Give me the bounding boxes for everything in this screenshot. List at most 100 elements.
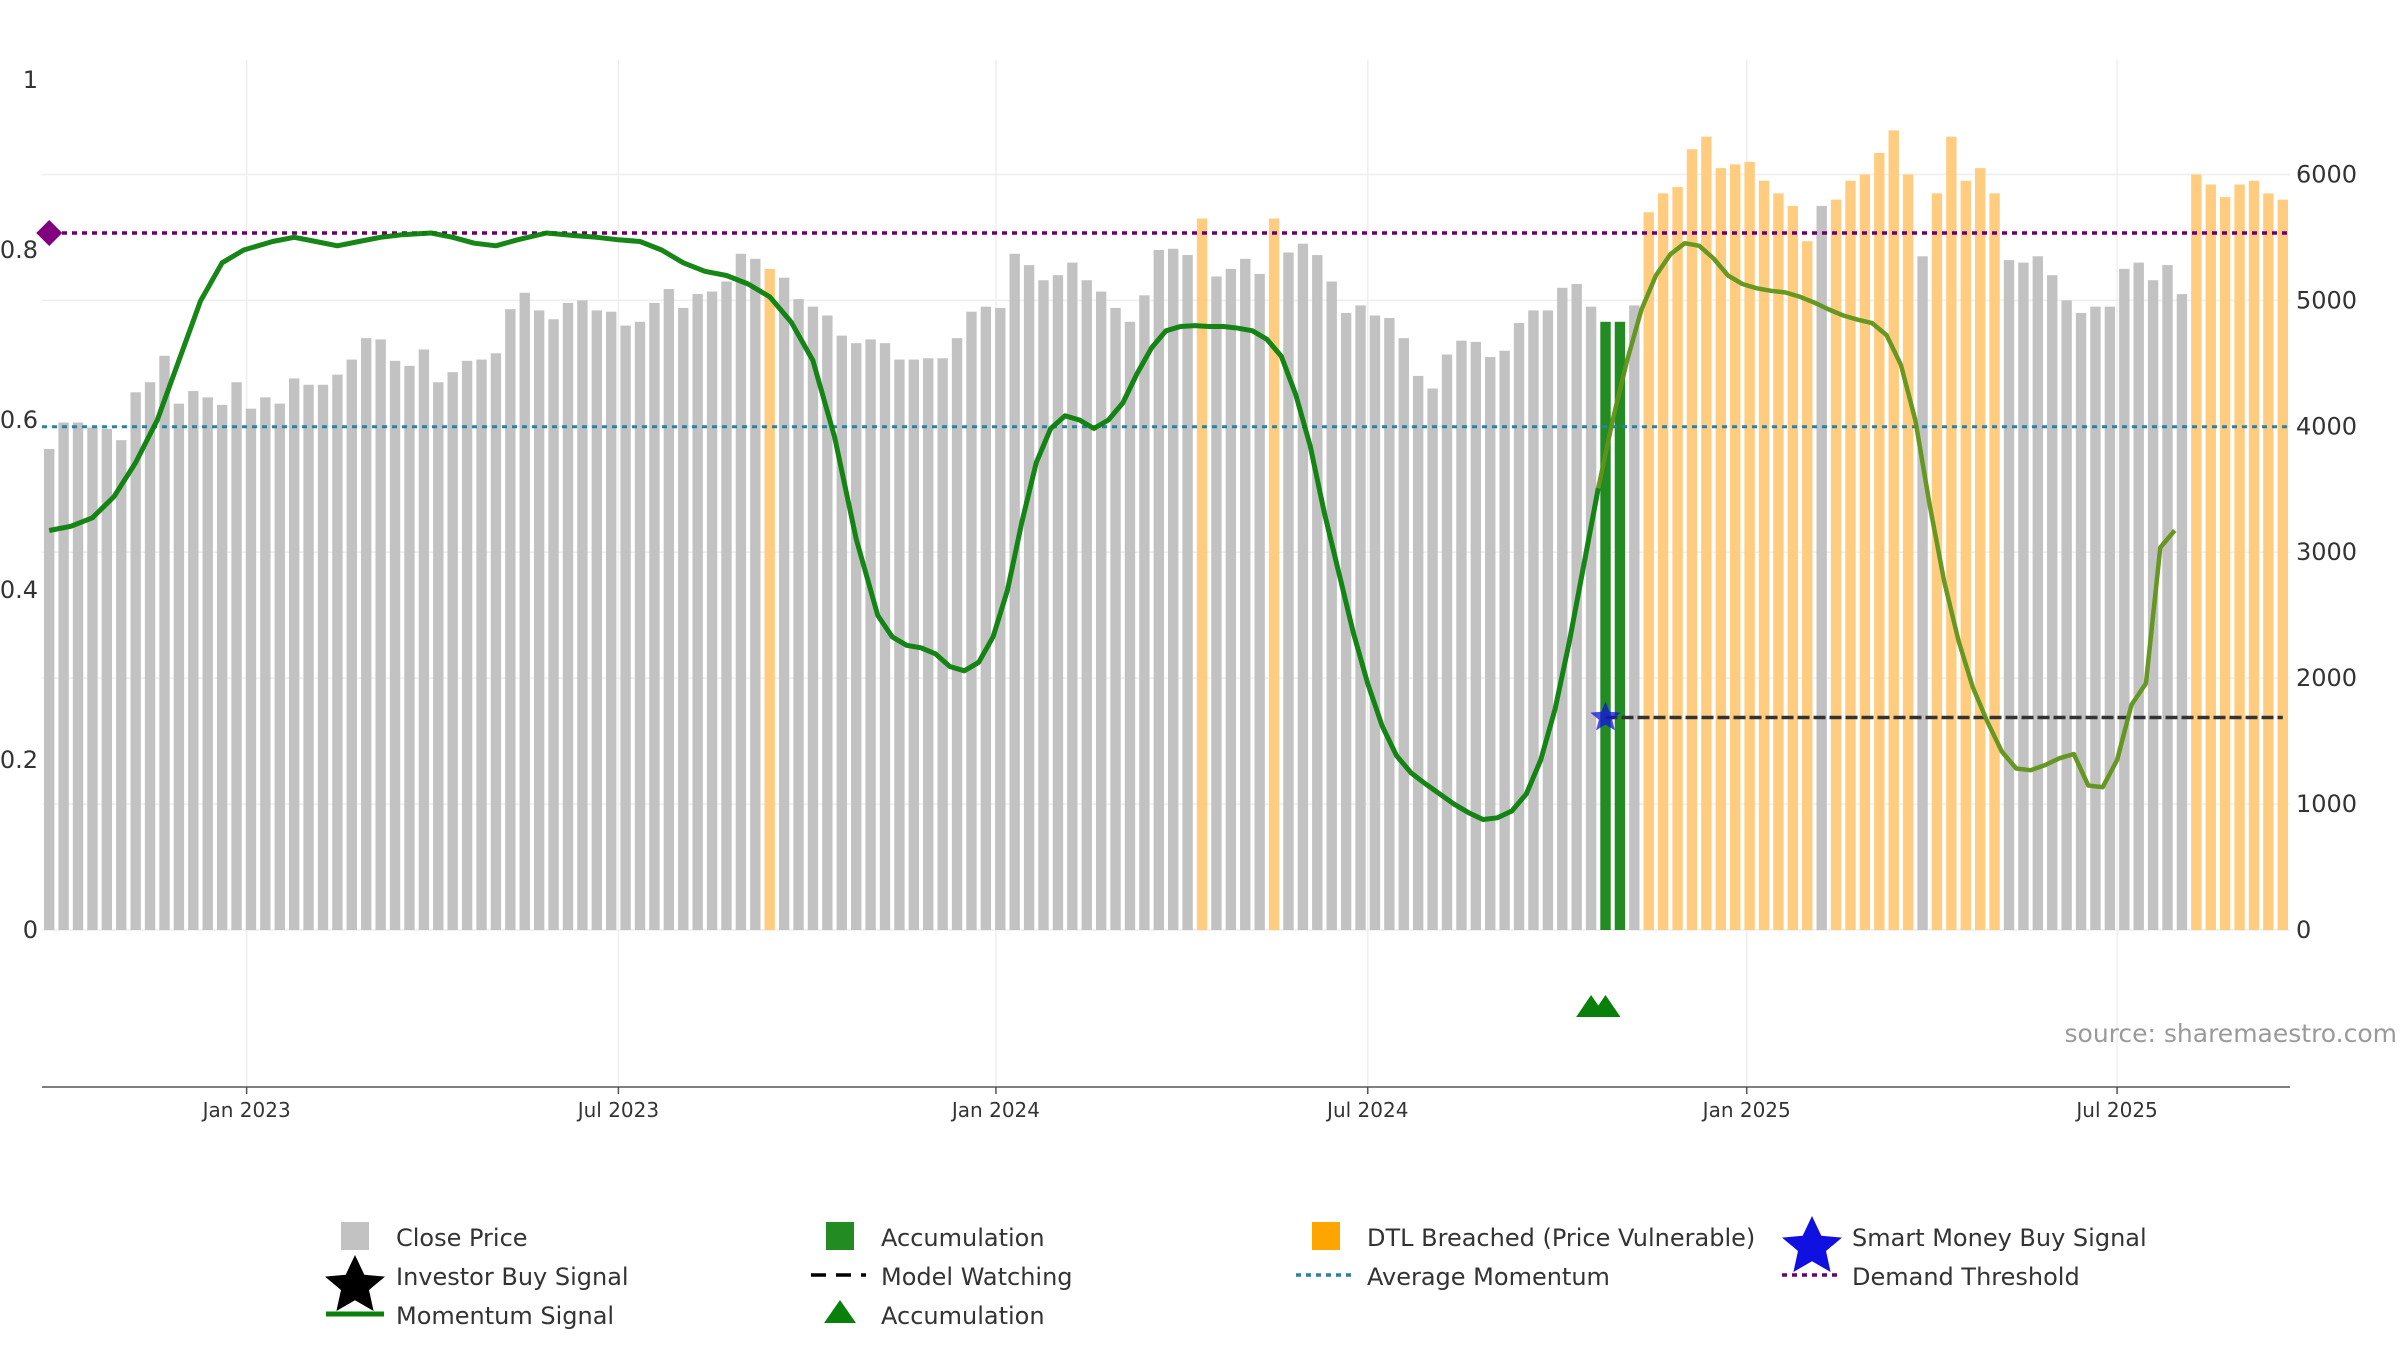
price-bar-57 — [865, 339, 876, 930]
left-tick-label-5: 1 — [23, 66, 38, 94]
price-bar-138 — [2032, 256, 2044, 931]
price-bar-153 — [2248, 180, 2260, 931]
momentum-signal-line-watching — [1596, 240, 2177, 790]
price-bar-150 — [2205, 184, 2216, 930]
price-bar-124 — [1830, 199, 1842, 930]
right-tick-label-6: 6000 — [2296, 160, 2357, 188]
price-bar-116 — [1715, 168, 1726, 931]
price-bar-154 — [2263, 193, 2274, 931]
price-bar-71 — [1067, 262, 1078, 930]
price-bar-140 — [2061, 300, 2072, 930]
price-bar-31 — [490, 353, 502, 930]
price-bar-90 — [1340, 312, 1352, 930]
price-bar-2 — [72, 422, 84, 930]
price-bar-88 — [1312, 255, 1323, 930]
demand-threshold-marker — [36, 220, 63, 246]
price-bar-58 — [879, 343, 891, 930]
legend-momentum-signal-label: Momentum Signal — [396, 1302, 614, 1330]
right-tick-label-5: 5000 — [2296, 286, 2357, 314]
legend-accumulation-triangle-icon — [824, 1300, 856, 1323]
left-tick-label-4: 0.8 — [0, 236, 38, 264]
smart-money-buy-star — [1590, 701, 1621, 731]
price-bar-78 — [1168, 248, 1179, 931]
price-bar-7 — [144, 382, 156, 930]
price-bar-77 — [1153, 250, 1164, 930]
price-bar-34 — [533, 310, 545, 930]
price-bar-80 — [1196, 218, 1208, 930]
price-bar-3 — [87, 427, 98, 930]
price-bar-72 — [1081, 280, 1092, 930]
source-label: source: sharemaestro.com — [2065, 1019, 2398, 1048]
price-bar-122 — [1802, 241, 1813, 930]
legend-smart-money-star-icon — [1782, 1216, 1842, 1272]
price-bar-64 — [966, 311, 977, 930]
price-bar-20 — [332, 374, 343, 931]
left-tick-label-3: 0.6 — [0, 406, 38, 434]
price-bar-12 — [216, 404, 228, 930]
price-bar-89 — [1326, 281, 1337, 931]
price-bar-133 — [1960, 180, 1971, 931]
price-bar-51 — [778, 277, 790, 930]
price-bar-145 — [2133, 262, 2144, 930]
price-bar-137 — [2018, 262, 2029, 930]
price-bar-16 — [274, 403, 285, 930]
price-bar-32 — [505, 309, 516, 930]
price-bar-132 — [1946, 136, 1957, 930]
price-bar-103 — [1528, 310, 1539, 930]
price-bar-70 — [1052, 275, 1064, 930]
right-tick-label-3: 3000 — [2296, 538, 2357, 566]
legend-dtl-label: DTL Breached (Price Vulnerable) — [1367, 1224, 1755, 1252]
price-bar-114 — [1686, 149, 1698, 930]
legend-demand-threshold-label: Demand Threshold — [1852, 1263, 2080, 1291]
price-bar-109 — [1614, 321, 1626, 930]
price-bar-120 — [1773, 193, 1784, 931]
price-bar-61 — [923, 358, 934, 931]
price-bar-152 — [2234, 184, 2245, 930]
x-tick-label-0: Jan 2023 — [201, 1098, 291, 1122]
price-bar-19 — [317, 384, 329, 931]
legend-smart-money-label: Smart Money Buy Signal — [1852, 1224, 2147, 1252]
x-tick-label-4: Jan 2025 — [1701, 1098, 1791, 1122]
legend-model-watching-label: Model Watching — [881, 1263, 1073, 1291]
price-bar-99 — [1470, 341, 1482, 931]
price-bar-148 — [2176, 294, 2188, 930]
price-bar-84 — [1254, 273, 1265, 931]
price-bar-50 — [764, 268, 775, 930]
price-bar-117 — [1730, 164, 1741, 931]
price-bar-87 — [1297, 243, 1309, 930]
price-bar-15 — [260, 397, 271, 930]
price-bar-129 — [1902, 174, 1914, 930]
price-bar-131 — [1931, 193, 1943, 931]
price-bar-54 — [822, 315, 833, 931]
x-tick-label-5: Jul 2025 — [2074, 1098, 2157, 1122]
price-bar-73 — [1095, 291, 1107, 930]
right-tick-label-4: 4000 — [2296, 412, 2357, 440]
price-bar-121 — [1787, 205, 1799, 931]
price-bar-82 — [1225, 268, 1237, 930]
left-tick-label-2: 0.4 — [0, 576, 38, 604]
x-tick-label-2: Jan 2024 — [950, 1098, 1040, 1122]
right-tick-label-0: 0 — [2296, 916, 2311, 944]
left-tick-label-1: 0.2 — [0, 746, 38, 774]
price-bar-40 — [620, 325, 631, 930]
price-bar-14 — [245, 408, 257, 931]
price-bar-69 — [1038, 280, 1049, 930]
price-bar-74 — [1110, 307, 1121, 931]
price-bar-136 — [2003, 260, 2015, 930]
price-bar-130 — [1917, 256, 1928, 931]
price-bar-41 — [634, 321, 646, 930]
price-bar-1 — [58, 422, 69, 930]
price-bar-23 — [375, 339, 386, 930]
price-bar-38 — [591, 310, 602, 930]
price-bar-67 — [1009, 253, 1020, 930]
legend-dtl-swatch — [1312, 1222, 1340, 1250]
right-axis-ticks: 0 1000 2000 3000 4000 5000 6000 — [2296, 160, 2357, 944]
price-bar-35 — [548, 319, 559, 930]
price-bar-147 — [2162, 265, 2173, 931]
momentum-signal-line — [48, 230, 1601, 822]
legend-investor-buy-star-icon — [325, 1255, 385, 1311]
x-tick-label-3: Jul 2024 — [1325, 1098, 1408, 1122]
price-bar-53 — [807, 306, 819, 931]
price-bar-39 — [606, 311, 617, 930]
